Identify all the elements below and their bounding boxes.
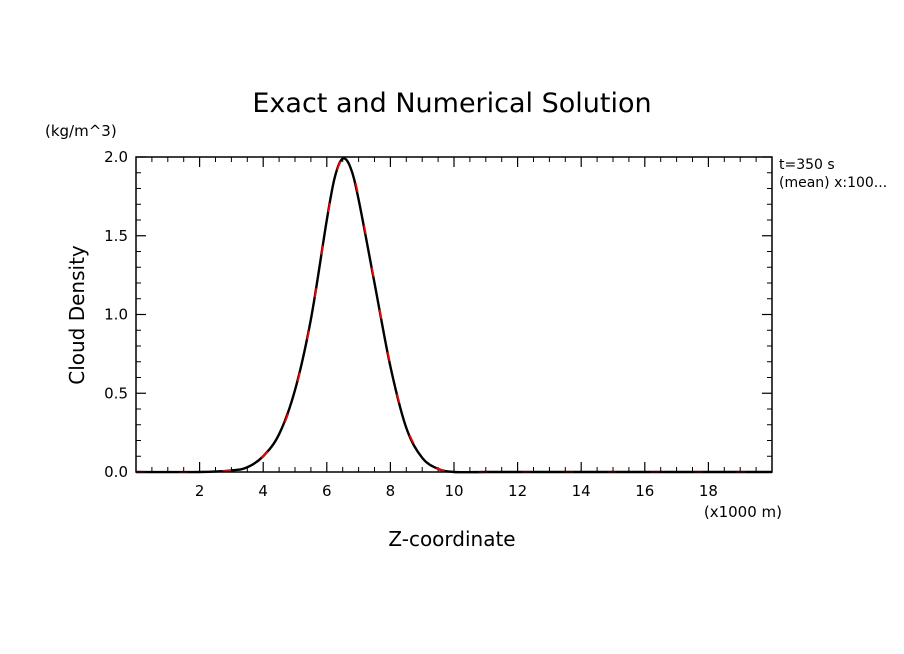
- x-tick-label: 4: [258, 482, 268, 500]
- axis-ticks: 2 4 6 8 10 12 14 16 18 0.0 0.5 1.0 1.5 2.0: [104, 148, 772, 500]
- y-axis-title: Cloud Density: [65, 245, 89, 385]
- x-tick-label: 10: [444, 482, 463, 500]
- series-line-exact: [135, 157, 772, 474]
- y-tick-label: 2.0: [104, 148, 128, 166]
- x-tick-label: 18: [699, 482, 718, 500]
- x-tick-label: 12: [508, 482, 527, 500]
- x-tick-label: 16: [635, 482, 654, 500]
- x-unit-label: (x1000 m): [704, 503, 782, 521]
- x-tick-label: 8: [386, 482, 396, 500]
- annotation-mean: (mean) x:100...: [779, 175, 887, 191]
- x-axis-title: Z-coordinate: [388, 527, 515, 551]
- y-tick-label: 1.0: [104, 306, 128, 324]
- y-tick-label: 0.0: [104, 463, 128, 481]
- annotation-time: t=350 s: [779, 157, 835, 173]
- plot-frame: [135, 156, 773, 473]
- x-tick-label: 6: [322, 482, 332, 500]
- x-tick-label: 14: [572, 482, 591, 500]
- series-layer: [135, 157, 772, 474]
- y-tick-label: 1.5: [104, 227, 128, 245]
- y-unit-label: (kg/m^3): [45, 122, 117, 140]
- series-line-numerical: [135, 157, 772, 474]
- y-tick-label: 0.5: [104, 384, 128, 402]
- x-tick-label: 2: [195, 482, 205, 500]
- chart-title: Exact and Numerical Solution: [252, 88, 651, 119]
